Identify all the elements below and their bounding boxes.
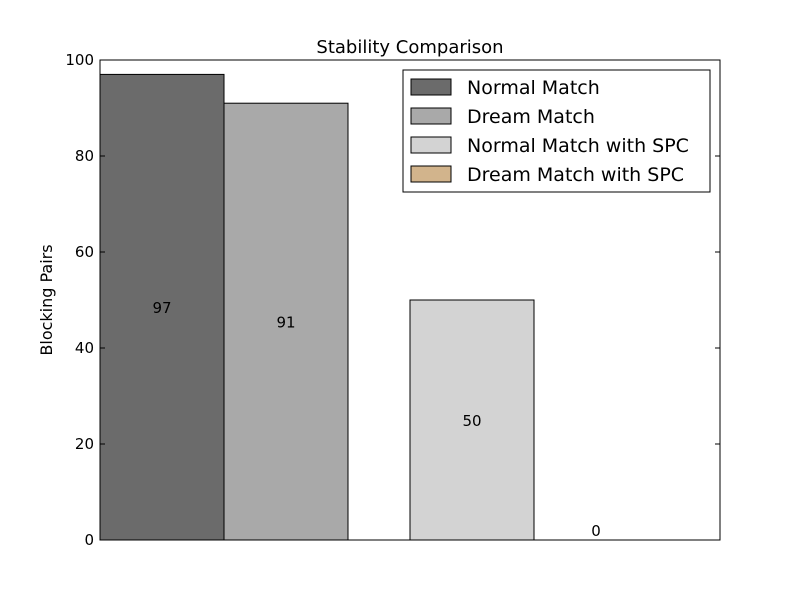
y-tick-label: 20 <box>75 435 94 453</box>
bar-normal-match <box>99 73 225 541</box>
legend-label-normal-match-with-spc: Normal Match with SPC <box>467 135 689 157</box>
y-tick-label: 40 <box>75 339 94 357</box>
y-tick-label: 60 <box>75 243 94 261</box>
axes-layer: 0 20 40 60 80 100 <box>65 51 721 549</box>
data-label-normal-match: 97 <box>152 299 171 317</box>
bar-normal-match-with-spc <box>409 299 535 541</box>
bars-layer <box>99 73 535 541</box>
legend-swatch-dream-match-with-spc <box>410 165 452 183</box>
legend-label-dream-match: Dream Match <box>467 106 595 128</box>
data-label-normal-match-with-spc: 50 <box>462 412 481 430</box>
chart-title: Stability Comparison <box>316 37 503 58</box>
legend-label-normal-match: Normal Match <box>467 77 600 99</box>
y-axis-label: Blocking Pairs <box>37 244 56 355</box>
legend-swatch-normal-match <box>410 78 452 96</box>
data-label-dream-match-with-spc: 0 <box>591 522 601 540</box>
bar-dream-match <box>223 102 349 541</box>
y-tick-label: 0 <box>84 531 94 549</box>
plot-frame <box>99 59 721 541</box>
legend-label-dream-match-with-spc: Dream Match with SPC <box>467 164 684 186</box>
y-tick-label: 80 <box>75 147 94 165</box>
legend: Normal Match Dream Match Normal Match with… <box>402 69 711 193</box>
y-tick-label: 100 <box>65 51 94 69</box>
legend-frame <box>402 69 711 193</box>
legend-swatch-normal-match-with-spc <box>410 136 452 154</box>
legend-swatch-dream-match <box>410 107 452 125</box>
value-labels-layer: 97 91 50 0 <box>152 299 600 540</box>
data-label-dream-match: 91 <box>276 314 295 332</box>
